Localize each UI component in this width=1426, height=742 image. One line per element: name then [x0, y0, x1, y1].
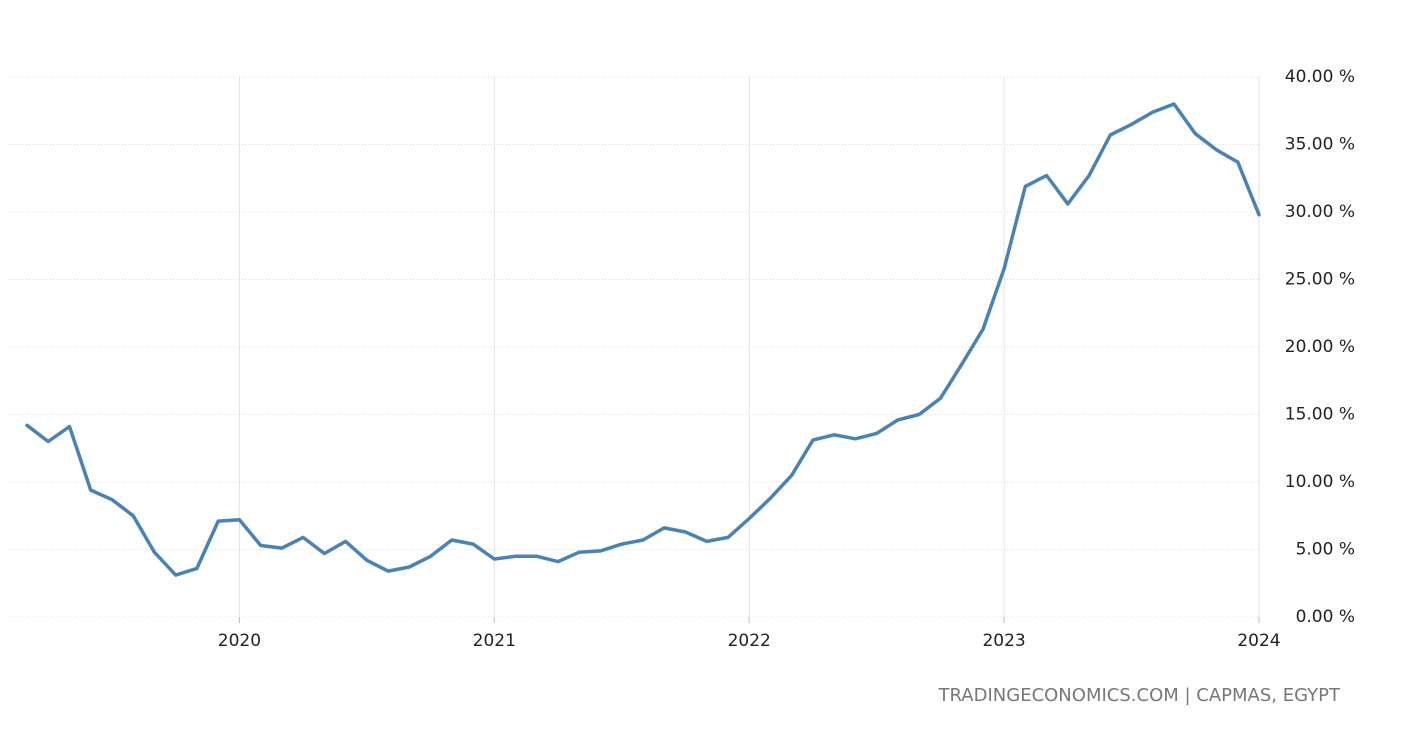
y-tick-label: 5.00 % — [1296, 540, 1355, 560]
y-tick-label: 20.00 % — [1285, 337, 1355, 357]
x-tick-label: 2023 — [982, 631, 1025, 651]
y-tick-label: 15.00 % — [1285, 405, 1355, 425]
x-tick-label: 2021 — [473, 631, 516, 651]
y-tick-label: 40.00 % — [1285, 67, 1355, 87]
line — [25, 102, 1261, 577]
y-tick-label: 10.00 % — [1285, 472, 1355, 492]
x-tick-label: 2022 — [728, 631, 771, 651]
y-tick-label: 0.00 % — [1296, 607, 1355, 627]
source: TRADINGECONOMICS.COM | CAPMAS, EGYPT — [938, 685, 1341, 706]
x-tick-label: 2020 — [218, 631, 261, 651]
y-tick-label: 35.00 % — [1285, 135, 1355, 155]
y-tick-label: 25.00 % — [1285, 270, 1355, 290]
y-tick-label: 30.00 % — [1285, 202, 1355, 222]
x-tick-label: 2024 — [1237, 631, 1280, 651]
